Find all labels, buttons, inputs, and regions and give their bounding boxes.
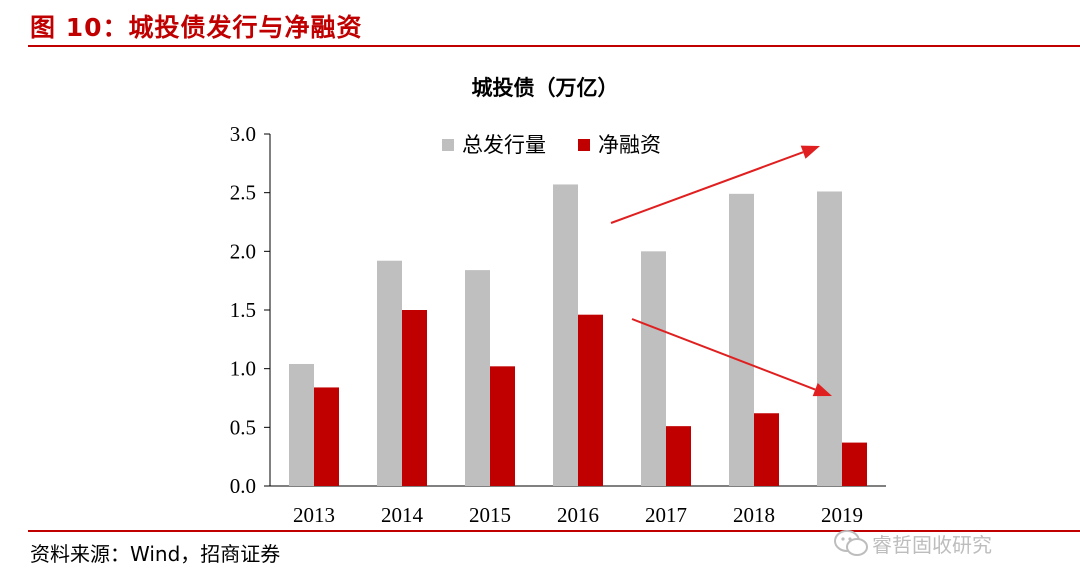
legend-swatch (442, 139, 454, 151)
bar-net-financing-2013 (314, 387, 339, 486)
bar-gross-issuance-2018 (729, 193, 754, 486)
footer-divider (28, 530, 1080, 532)
bar-gross-issuance-2015 (465, 270, 490, 486)
x-tick-label: 2015 (469, 503, 511, 527)
figure-title: 图 10：城投债发行与净融资 (30, 13, 363, 42)
bar-gross-issuance-2019 (817, 191, 842, 486)
x-tick-label: 2018 (733, 503, 775, 527)
y-tick-label: 1.5 (230, 298, 256, 322)
y-tick-label: 1.0 (230, 357, 256, 381)
wechat-icon (834, 530, 868, 556)
title-divider (28, 45, 1080, 47)
source-note: 资料来源：Wind，招商证券 (30, 542, 281, 566)
bar-net-financing-2014 (402, 310, 427, 486)
bars-group (289, 184, 867, 486)
y-tick-label: 0.0 (230, 474, 256, 498)
bar-net-financing-2018 (754, 413, 779, 486)
up-trend-arrow (610, 145, 820, 224)
bar-gross-issuance-2014 (377, 260, 402, 486)
legend-swatch (578, 139, 590, 151)
bar-gross-issuance-2017 (641, 251, 666, 486)
down-trend-arrow (631, 318, 832, 397)
chart-title: 城投债（万亿） (472, 76, 619, 100)
x-tick-label: 2017 (645, 503, 687, 527)
x-tick-label: 2013 (293, 503, 335, 527)
y-tick-label: 2.5 (230, 181, 256, 205)
legend: 总发行量 净融资 (442, 133, 661, 157)
bar-gross-issuance-2016 (553, 184, 578, 486)
watermark-text: 睿哲固收研究 (872, 533, 992, 557)
y-tick-label: 2.0 (230, 239, 256, 263)
y-tick-label: 0.5 (230, 415, 256, 439)
bar-net-financing-2019 (842, 442, 867, 486)
x-tick-label: 2016 (557, 503, 599, 527)
bar-net-financing-2015 (490, 366, 515, 486)
y-tick-label: 3.0 (230, 122, 256, 146)
y-axis-ticks: 0.0 0.5 1.0 1.5 2.0 2.5 3.0 (230, 122, 270, 498)
bar-chart: 城投债（万亿） 0.00.51.01.52.02.53.0 2013 2014 20… (230, 76, 886, 527)
x-tick-label: 2019 (821, 503, 863, 527)
bar-net-financing-2017 (666, 426, 691, 486)
x-tick-label: 2014 (381, 503, 424, 527)
x-axis-ticks: 2013 2014 2015 2016 2017 2018 2019 (293, 503, 863, 527)
watermark: 睿哲固收研究 (832, 526, 1062, 560)
bar-net-financing-2016 (578, 314, 603, 486)
legend-label: 净融资 (598, 133, 661, 157)
bar-gross-issuance-2013 (289, 363, 314, 486)
legend-label: 总发行量 (462, 133, 546, 157)
trend-arrows (610, 145, 832, 397)
